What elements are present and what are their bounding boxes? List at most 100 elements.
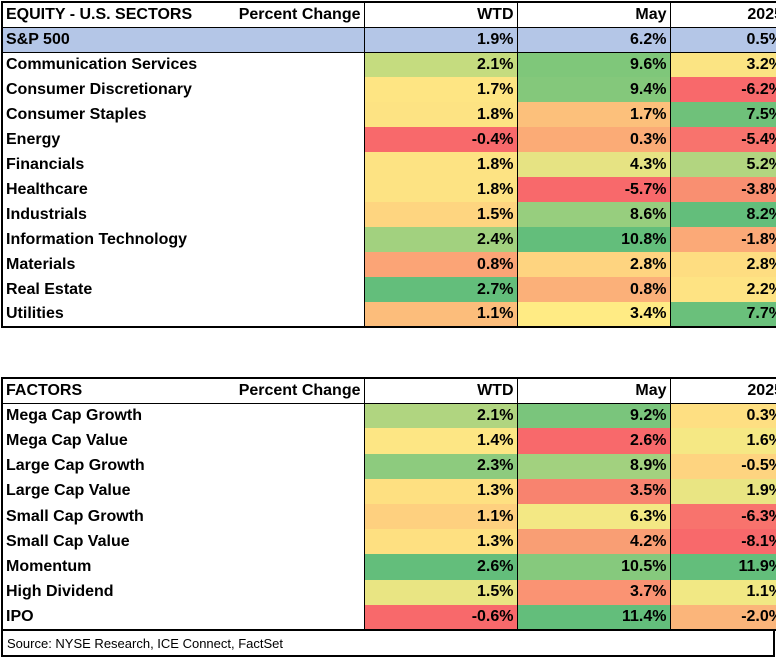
value-cell-may: 9.2% xyxy=(516,403,670,429)
value-cell-may: 1.7% xyxy=(516,102,670,127)
value-cell-2025: -0.5% xyxy=(669,453,776,479)
column-header-wtd: WTD xyxy=(363,378,517,404)
value-cell-may: 0.3% xyxy=(516,127,670,152)
table-row: Financials 1.8%4.3%5.2% xyxy=(2,152,776,177)
table-row: IPO -0.6%11.4%-2.0% xyxy=(2,604,776,630)
table-row: Small Cap Growth 1.1%6.3%-6.3% xyxy=(2,503,776,530)
table-row: Momentum 2.6%10.5%11.9% xyxy=(2,554,776,580)
value-cell-2025: 11.9% xyxy=(669,554,776,580)
row-label: Information Technology xyxy=(6,230,188,248)
table-row: Utilities 1.1%3.4%7.7% xyxy=(2,302,776,327)
value-cell-2025: 0.3% xyxy=(669,403,776,429)
value-cell-2025: 1.1% xyxy=(669,579,776,605)
value-cell-2025: -3.8% xyxy=(669,177,776,202)
table-row: Energy -0.4%0.3%-5.4% xyxy=(2,127,776,152)
row-label: Large Cap Growth xyxy=(6,457,145,475)
value-cell-wtd: 1.4% xyxy=(363,428,517,454)
row-label: Materials xyxy=(6,255,76,273)
benchmark-row: S&P 500 1.9% 6.2% 0.5% xyxy=(2,27,776,53)
value-cell-wtd: 1.1% xyxy=(363,302,517,327)
row-label: Communication Services xyxy=(6,55,198,73)
table-row: High Dividend 1.5%3.7%1.1% xyxy=(2,579,776,605)
value-cell-wtd: 1.3% xyxy=(363,529,517,555)
value-cell-wtd: -0.6% xyxy=(363,604,517,630)
row-label: High Dividend xyxy=(6,583,114,601)
value-cell-2025: -2.0% xyxy=(669,604,776,630)
table-row: Consumer Discretionary 1.7%9.4%-6.2% xyxy=(2,77,776,102)
value-cell-wtd: 2.3% xyxy=(363,453,517,479)
value-cell-may: 4.2% xyxy=(516,529,670,555)
value-cell-2025: 2.8% xyxy=(669,252,776,277)
table-row: Information Technology 2.4%10.8%-1.8% xyxy=(2,227,776,252)
benchmark-may: 6.2% xyxy=(516,27,670,53)
value-cell-2025: 3.2% xyxy=(669,52,776,77)
row-label: IPO xyxy=(6,607,34,625)
value-cell-may: 3.4% xyxy=(516,302,670,327)
benchmark-2025: 0.5% xyxy=(669,27,776,53)
column-header-2025: 2025 xyxy=(669,2,776,28)
column-header-may: May xyxy=(516,378,670,404)
factors-title: FACTORS xyxy=(6,381,83,399)
value-cell-wtd: 2.7% xyxy=(363,277,517,302)
row-label: Momentum xyxy=(6,557,92,575)
value-cell-may: 3.5% xyxy=(516,478,670,504)
value-cell-2025: 7.5% xyxy=(669,102,776,127)
value-cell-2025: 7.7% xyxy=(669,302,776,327)
value-cell-may: 2.6% xyxy=(516,428,670,454)
row-label: Consumer Staples xyxy=(6,105,147,123)
column-header-wtd: WTD xyxy=(363,2,517,28)
factors-header-cell: FACTORS Percent Change xyxy=(2,378,364,404)
row-label: Industrials xyxy=(6,205,87,223)
value-cell-wtd: 2.1% xyxy=(363,52,517,77)
row-label: Small Cap Growth xyxy=(6,507,144,525)
value-cell-may: 10.8% xyxy=(516,227,670,252)
value-cell-may: 10.5% xyxy=(516,554,670,580)
table-row: Large Cap Growth 2.3%8.9%-0.5% xyxy=(2,453,776,479)
sectors-title: EQUITY - U.S. SECTORS xyxy=(6,5,193,23)
value-cell-2025: 2.2% xyxy=(669,277,776,302)
value-cell-wtd: 2.6% xyxy=(363,554,517,580)
row-label: Healthcare xyxy=(6,180,88,198)
table-row: Healthcare 1.8%-5.7%-3.8% xyxy=(2,177,776,202)
value-cell-wtd: 0.8% xyxy=(363,252,517,277)
value-cell-may: 3.7% xyxy=(516,579,670,605)
value-cell-may: 8.9% xyxy=(516,453,670,479)
row-label: Large Cap Value xyxy=(6,482,131,500)
value-cell-may: 2.8% xyxy=(516,252,670,277)
value-cell-2025: -6.2% xyxy=(669,77,776,102)
value-cell-2025: 8.2% xyxy=(669,202,776,227)
value-cell-may: 8.6% xyxy=(516,202,670,227)
value-cell-may: 4.3% xyxy=(516,152,670,177)
row-label: Small Cap Value xyxy=(6,532,130,550)
value-cell-2025: 1.9% xyxy=(669,478,776,504)
table-row: Small Cap Value 1.3%4.2%-8.1% xyxy=(2,529,776,555)
table-row: Industrials 1.5%8.6%8.2% xyxy=(2,202,776,227)
value-cell-2025: -1.8% xyxy=(669,227,776,252)
value-cell-wtd: 1.8% xyxy=(363,177,517,202)
row-label: Energy xyxy=(6,130,61,148)
table-row: Large Cap Value 1.3%3.5%1.9% xyxy=(2,478,776,504)
row-label: Mega Cap Growth xyxy=(6,407,143,425)
value-cell-2025: -5.4% xyxy=(669,127,776,152)
value-cell-wtd: 1.3% xyxy=(363,478,517,504)
table-row: Communication Services 2.1%9.6%3.2% xyxy=(2,52,776,77)
value-cell-may: 0.8% xyxy=(516,277,670,302)
value-cell-wtd: 1.5% xyxy=(363,579,517,605)
value-cell-may: 11.4% xyxy=(516,604,670,630)
value-cell-2025: -6.3% xyxy=(669,503,776,530)
sector-rows: Communication Services2.1%9.6%3.2%Consum… xyxy=(2,52,776,327)
benchmark-wtd: 1.9% xyxy=(363,27,517,53)
sectors-table: EQUITY - U.S. SECTORS Percent Change WTD… xyxy=(1,1,776,328)
value-cell-wtd: 2.4% xyxy=(363,227,517,252)
sectors-header-cell: EQUITY - U.S. SECTORS Percent Change xyxy=(2,2,364,28)
row-label: Utilities xyxy=(6,305,64,322)
value-cell-may: -5.7% xyxy=(516,177,670,202)
column-header-may: May xyxy=(516,2,670,28)
value-cell-may: 9.4% xyxy=(516,77,670,102)
source-note: Source: NYSE Research, ICE Connect, Fact… xyxy=(1,630,775,657)
table-row: Mega Cap Growth 2.1%9.2%0.3% xyxy=(2,403,776,429)
value-cell-wtd: 1.7% xyxy=(363,77,517,102)
factors-header-row: FACTORS Percent Change WTD May 2025 xyxy=(2,378,776,404)
